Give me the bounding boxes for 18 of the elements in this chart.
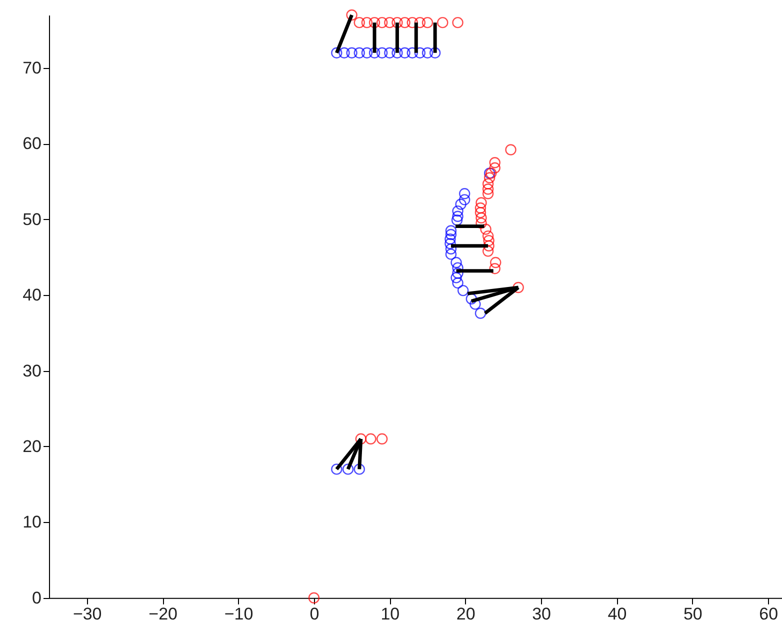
y-tick-label: 30 — [22, 361, 42, 380]
y-tick-label: 70 — [22, 58, 42, 78]
x-tick-label: 50 — [683, 604, 702, 624]
x-tick-label: 0 — [310, 604, 320, 624]
y-tick-label: 50 — [22, 210, 42, 229]
x-tick-label: 30 — [532, 604, 551, 624]
x-tick-label: −30 — [72, 604, 102, 624]
x-tick-label: 10 — [380, 604, 400, 624]
y-tick-label: 10 — [22, 512, 42, 532]
y-tick-label: 20 — [22, 436, 42, 456]
x-tick-label: 20 — [456, 604, 476, 624]
x-tick-label: 40 — [608, 604, 627, 624]
x-tick-label: −10 — [224, 604, 254, 624]
y-tick-label: 0 — [32, 588, 42, 608]
x-tick-label: −20 — [148, 604, 178, 624]
x-tick-label: 60 — [759, 604, 778, 624]
y-tick-label: 40 — [22, 286, 42, 305]
y-tick-label: 60 — [22, 134, 42, 154]
